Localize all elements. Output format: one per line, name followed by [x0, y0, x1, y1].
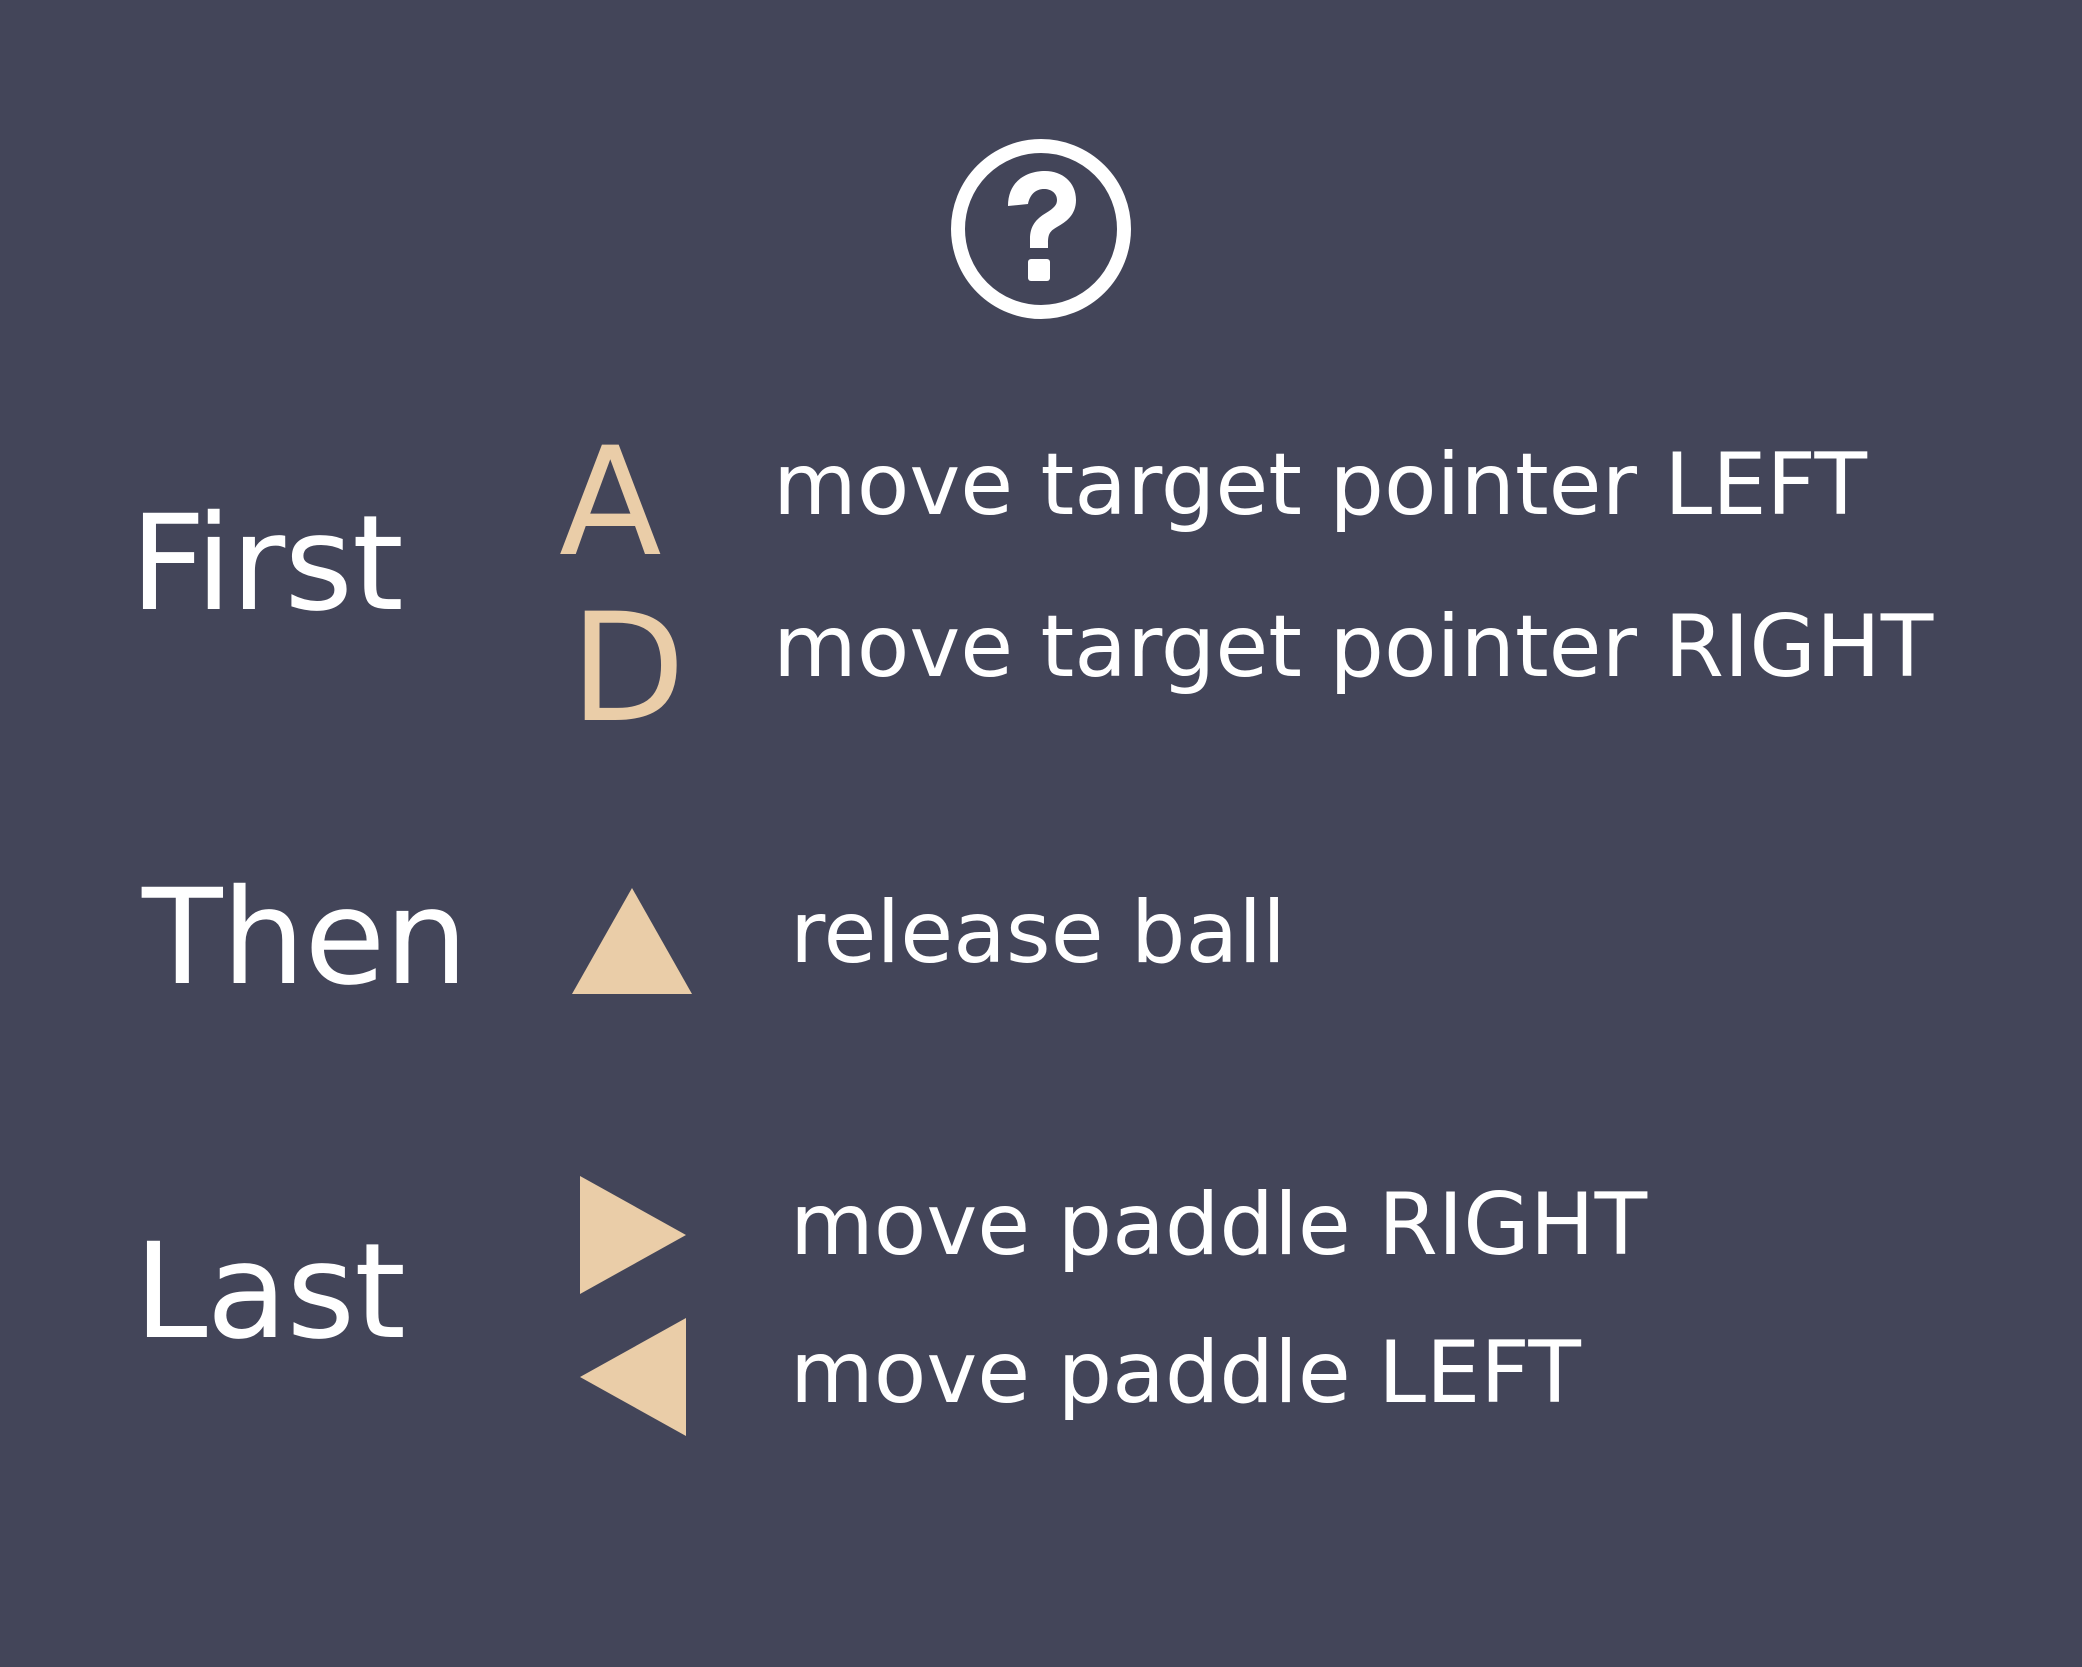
left-triangle-icon: [580, 1318, 686, 1436]
action-move-paddle-right: move paddle RIGHT: [790, 1175, 1648, 1275]
action-move-pointer-right: move target pointer RIGHT: [773, 597, 1934, 697]
key-a: A: [559, 416, 662, 590]
right-triangle-icon: [580, 1176, 686, 1294]
action-move-pointer-left: move target pointer LEFT: [773, 435, 1868, 535]
action-move-paddle-left: move paddle LEFT: [790, 1323, 1581, 1423]
stage-label-then: Then: [142, 861, 468, 1015]
action-release-ball: release ball: [790, 883, 1287, 983]
stage-label-first: First: [130, 487, 404, 641]
up-triangle-icon: [572, 888, 692, 994]
stage-label-last: Last: [134, 1215, 406, 1369]
key-d: D: [570, 582, 686, 756]
help-question-icon[interactable]: [950, 138, 1132, 320]
